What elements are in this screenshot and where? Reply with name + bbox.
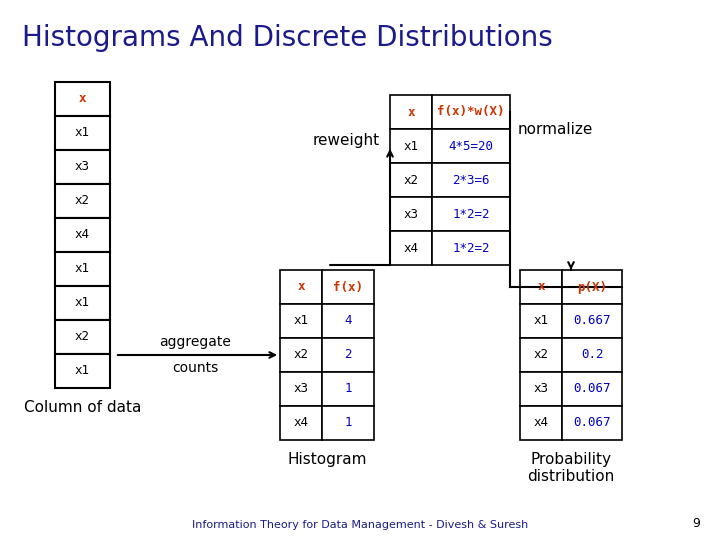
Bar (55, 320, 110, 354)
Bar (562, 338, 622, 372)
Text: 0.067: 0.067 (573, 382, 611, 395)
Text: x: x (78, 92, 86, 105)
Bar (432, 231, 510, 265)
Text: x1: x1 (75, 126, 90, 139)
Bar (562, 406, 622, 440)
Text: 1: 1 (344, 382, 352, 395)
Bar (55, 286, 110, 320)
Text: 2*3=6: 2*3=6 (452, 173, 490, 186)
Text: 9: 9 (692, 517, 700, 530)
Bar (322, 338, 374, 372)
Text: Histograms And Discrete Distributions: Histograms And Discrete Distributions (22, 24, 553, 52)
Text: x2: x2 (75, 194, 90, 207)
Bar (280, 406, 322, 440)
Text: x2: x2 (294, 348, 308, 361)
Text: Information Theory for Data Management - Divesh & Suresh: Information Theory for Data Management -… (192, 520, 528, 530)
Bar (322, 406, 374, 440)
Bar (322, 372, 374, 406)
Bar (432, 163, 510, 197)
Bar (562, 304, 622, 338)
Bar (322, 270, 374, 304)
Text: x1: x1 (403, 139, 418, 152)
Bar (280, 304, 322, 338)
Text: x3: x3 (75, 160, 90, 173)
Bar (55, 354, 110, 388)
Bar (520, 304, 562, 338)
Text: 1*2=2: 1*2=2 (452, 241, 490, 254)
Bar (280, 270, 322, 304)
Text: x2: x2 (403, 173, 418, 186)
Bar (55, 116, 110, 150)
Text: x3: x3 (403, 207, 418, 220)
Text: x1: x1 (534, 314, 549, 327)
Text: counts: counts (172, 361, 218, 375)
Text: 0.667: 0.667 (573, 314, 611, 327)
Text: x3: x3 (534, 382, 549, 395)
Bar (432, 129, 510, 163)
Bar (390, 95, 432, 129)
Text: Histogram: Histogram (287, 452, 366, 467)
Text: x4: x4 (294, 416, 308, 429)
Bar (55, 252, 110, 286)
Text: x4: x4 (403, 241, 418, 254)
Bar (432, 95, 510, 129)
Text: x3: x3 (294, 382, 308, 395)
Text: aggregate: aggregate (159, 335, 231, 349)
Bar (55, 82, 110, 116)
Text: p(X): p(X) (577, 280, 607, 294)
Bar (55, 184, 110, 218)
Bar (520, 270, 562, 304)
Text: x2: x2 (75, 330, 90, 343)
Text: x2: x2 (534, 348, 549, 361)
Bar (55, 150, 110, 184)
Bar (390, 197, 432, 231)
Bar (280, 372, 322, 406)
Bar (432, 197, 510, 231)
Text: x1: x1 (294, 314, 308, 327)
Bar (390, 231, 432, 265)
Text: Probability
distribution: Probability distribution (527, 452, 615, 484)
Text: x1: x1 (75, 364, 90, 377)
Bar (390, 129, 432, 163)
Bar (280, 338, 322, 372)
Text: f(x)*w(X): f(x)*w(X) (437, 105, 505, 118)
Bar (562, 270, 622, 304)
Bar (390, 163, 432, 197)
Text: 4*5=20: 4*5=20 (449, 139, 493, 152)
Text: Column of data: Column of data (24, 400, 141, 415)
Text: x1: x1 (75, 296, 90, 309)
Bar (520, 338, 562, 372)
Text: f(x): f(x) (333, 280, 363, 294)
Text: reweight: reweight (313, 133, 380, 148)
Bar (520, 406, 562, 440)
Text: 1*2=2: 1*2=2 (452, 207, 490, 220)
Text: normalize: normalize (518, 122, 593, 137)
Text: x: x (537, 280, 545, 294)
Text: 2: 2 (344, 348, 352, 361)
Text: x: x (297, 280, 305, 294)
Text: x1: x1 (75, 262, 90, 275)
Text: 0.067: 0.067 (573, 416, 611, 429)
Text: x4: x4 (534, 416, 549, 429)
Text: 4: 4 (344, 314, 352, 327)
Text: 1: 1 (344, 416, 352, 429)
Text: x: x (408, 105, 415, 118)
Text: x4: x4 (75, 228, 90, 241)
Bar (562, 372, 622, 406)
Bar (322, 304, 374, 338)
Bar (55, 218, 110, 252)
Bar (520, 372, 562, 406)
Text: 0.2: 0.2 (581, 348, 603, 361)
